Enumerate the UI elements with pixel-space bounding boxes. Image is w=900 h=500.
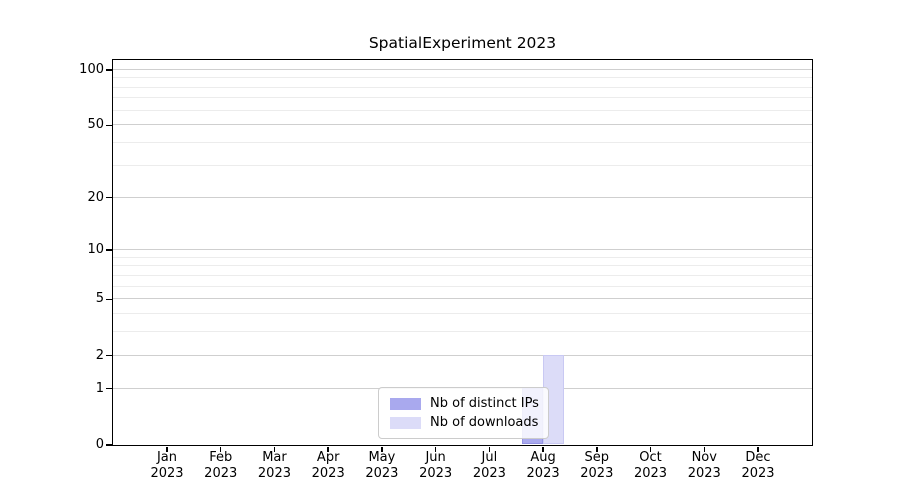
x-label-year-mar: 2023: [257, 465, 291, 481]
x-tick-dec: [757, 446, 759, 452]
x-tick-feb: [219, 446, 222, 452]
x-label-year-feb: 2023: [204, 465, 238, 481]
y-tick-0: [106, 444, 112, 446]
x-label-month-apr: Apr: [316, 450, 340, 465]
x-tick-label-jul: Jul 2023: [454, 450, 524, 481]
gridline-major-50: [112, 124, 812, 126]
chart-title: SpatialExperiment 2023: [368, 34, 557, 52]
x-tick-jun: [434, 446, 437, 452]
x-label-month-jan: Jan: [156, 450, 178, 465]
y-tick-1: [106, 387, 112, 390]
x-label-year-may: 2023: [365, 465, 399, 481]
gridline-minor-90: [112, 77, 812, 79]
y-tick-50: [106, 124, 112, 127]
x-label-year-sep: 2023: [580, 465, 614, 481]
legend-label-distinct-ips: Nb of distinct IPs: [430, 396, 539, 411]
x-label-month-mar: Mar: [262, 450, 287, 465]
gridline-minor-9: [112, 256, 812, 258]
x-tick-mar: [273, 446, 276, 452]
x-label-month-jul: Jul: [481, 450, 498, 465]
gridline-minor-7: [112, 274, 812, 276]
legend: Nb of distinct IPs Nb of downloads: [378, 387, 549, 439]
y-tick-2: [106, 354, 112, 357]
x-tick-label-nov: Nov 2023: [669, 450, 739, 481]
x-label-year-jul: 2023: [472, 465, 506, 481]
x-tick-label-jun: Jun 2023: [401, 450, 471, 481]
x-label-month-dec: Dec: [745, 450, 771, 465]
gridline-minor-30: [112, 164, 812, 166]
x-tick-jan: [166, 446, 168, 452]
x-label-month-sep: Sep: [584, 450, 610, 465]
x-label-month-may: May: [368, 450, 396, 465]
x-tick-label-feb: Feb 2023: [186, 450, 256, 481]
x-tick-label-apr: Apr 2023: [293, 450, 363, 481]
gridline-minor-40: [112, 142, 812, 144]
y-tick-label-20: 20: [87, 189, 104, 205]
x-tick-jul: [488, 446, 491, 452]
gridline-minor-3: [112, 331, 812, 333]
legend-item-distinct-ips: Nb of distinct IPs: [390, 394, 539, 413]
y-tick-label-10: 10: [87, 242, 104, 258]
gridline-major-2: [112, 354, 812, 356]
x-tick-may: [381, 446, 383, 452]
gridline-minor-80: [112, 86, 812, 88]
gridline-minor-6: [112, 285, 812, 287]
x-label-month-nov: Nov: [691, 450, 717, 465]
x-tick-label-oct: Oct 2023: [616, 450, 686, 481]
x-tick-label-may: May 2023: [347, 450, 417, 481]
y-tick-label-2: 2: [95, 347, 104, 363]
x-label-year-nov: 2023: [687, 465, 721, 481]
legend-label-downloads: Nb of downloads: [430, 415, 539, 430]
legend-swatch-distinct-ips: [390, 397, 421, 410]
x-label-month-jun: Jun: [425, 450, 446, 465]
legend-swatch-downloads: [390, 416, 421, 429]
x-tick-label-sep: Sep 2023: [562, 450, 632, 481]
y-tick-100: [106, 69, 112, 71]
x-tick-nov: [703, 446, 706, 452]
legend-item-downloads: Nb of downloads: [390, 413, 539, 432]
x-tick-label-dec: Dec 2023: [723, 450, 793, 481]
gridline-minor-70: [112, 97, 812, 99]
x-label-month-aug: Aug: [530, 450, 556, 465]
gridline-minor-8: [112, 265, 812, 267]
gridline-major-20: [112, 196, 812, 198]
x-tick-label-aug: Aug 2023: [508, 450, 578, 481]
y-tick-label-1: 1: [95, 380, 104, 396]
x-tick-apr: [327, 446, 329, 452]
y-tick-label-5: 5: [95, 291, 104, 307]
y-tick-label-100: 100: [79, 61, 104, 77]
x-label-year-jan: 2023: [150, 465, 184, 481]
plot-area: [111, 58, 813, 446]
x-label-year-apr: 2023: [311, 465, 345, 481]
y-tick-label-50: 50: [87, 117, 104, 133]
y-tick-20: [106, 196, 112, 199]
x-label-month-oct: Oct: [639, 450, 662, 465]
x-label-year-dec: 2023: [741, 465, 775, 481]
gridline-major-5: [112, 298, 812, 300]
y-tick-10: [106, 249, 112, 251]
x-tick-label-jan: Jan 2023: [132, 450, 202, 481]
x-tick-sep: [596, 446, 598, 452]
x-label-year-jun: 2023: [419, 465, 453, 481]
x-label-month-feb: Feb: [209, 450, 233, 465]
gridline-minor-60: [112, 109, 812, 111]
x-tick-aug: [542, 446, 544, 452]
gridline-major-100: [112, 68, 812, 70]
x-tick-oct: [649, 446, 652, 452]
gridline-minor-4: [112, 313, 812, 315]
x-label-year-oct: 2023: [633, 465, 668, 481]
y-tick-5: [106, 298, 112, 301]
gridline-major-10: [112, 249, 812, 251]
x-label-year-aug: 2023: [526, 465, 560, 481]
y-tick-label-0: 0: [95, 437, 104, 452]
x-tick-label-mar: Mar 2023: [239, 450, 309, 481]
